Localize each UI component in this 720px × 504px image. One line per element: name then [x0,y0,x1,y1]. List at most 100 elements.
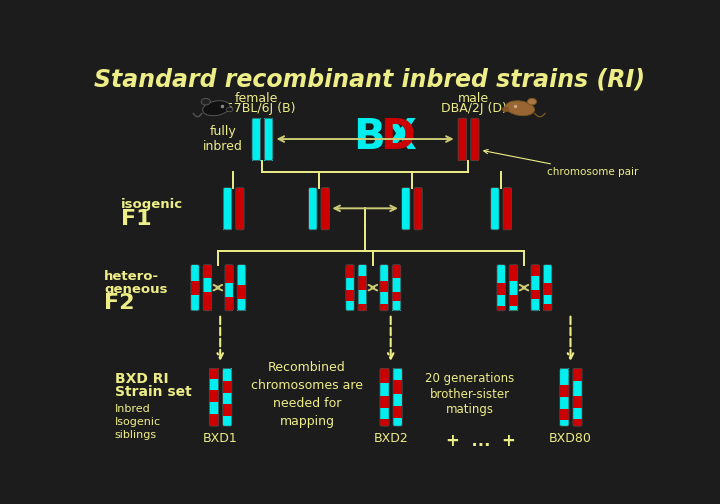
Text: isogenic: isogenic [121,198,183,211]
Bar [490,187,499,230]
Bar [380,368,389,383]
Ellipse shape [527,98,536,105]
Bar [346,278,354,290]
Bar [346,265,354,278]
Bar [471,118,479,161]
Text: male: male [458,92,489,105]
Text: geneous: geneous [104,283,168,296]
Bar [509,265,518,281]
Bar [559,385,569,397]
Text: brother-sister: brother-sister [430,388,510,401]
Bar [252,118,261,161]
Bar [203,292,212,311]
Bar [573,408,582,419]
Text: fully
inbred: fully inbred [203,125,243,153]
Bar [380,419,389,426]
Bar [503,187,512,230]
Bar [559,409,569,420]
Bar [559,397,569,409]
Ellipse shape [503,107,509,112]
Bar [393,395,402,406]
Bar [380,304,388,311]
Bar [380,292,388,304]
Bar [393,380,402,395]
Text: matings: matings [446,403,494,416]
Bar [222,381,232,393]
Bar [203,265,212,278]
Bar [573,396,582,408]
Bar [573,419,582,426]
Bar [380,383,389,396]
Bar [238,265,246,285]
Bar [531,276,539,290]
Bar [191,265,199,281]
Text: F1: F1 [121,209,152,229]
Bar [225,265,233,283]
Text: BXD1: BXD1 [203,432,238,446]
Bar [531,299,539,311]
Bar [573,368,582,381]
Bar [559,420,569,426]
Bar [225,283,233,297]
Bar [414,187,423,230]
Bar [210,413,219,426]
Bar [321,187,330,230]
Bar [392,278,401,292]
Bar [358,265,366,276]
Text: Recombined
chromosomes are
needed for
mapping: Recombined chromosomes are needed for ma… [251,361,363,428]
Bar [238,299,246,311]
Ellipse shape [226,107,233,112]
Text: chromosome pair: chromosome pair [484,150,639,177]
Bar [358,290,366,304]
Text: D: D [381,116,415,158]
Bar [509,281,518,294]
Text: BXD80: BXD80 [549,432,592,446]
Bar [222,404,232,416]
Bar [544,265,552,283]
Bar [380,265,388,281]
Text: +  ...  +: + ... + [446,432,516,451]
Bar [509,294,518,306]
Bar [393,418,402,426]
Bar [346,290,354,301]
Bar [210,379,219,391]
Bar [393,406,402,418]
Bar [531,265,539,276]
Bar [544,283,552,294]
Text: BX: BX [354,116,418,158]
Bar [573,381,582,396]
Text: Strain set: Strain set [114,386,192,399]
Bar [238,285,246,299]
Bar [544,304,552,311]
Text: F2: F2 [104,293,135,313]
Bar [346,301,354,311]
Bar [264,118,273,161]
Bar [392,301,401,311]
Bar [458,118,467,161]
Text: DBA/2J (D): DBA/2J (D) [441,102,507,115]
Bar [203,278,212,292]
Bar [544,294,552,304]
Ellipse shape [505,101,534,115]
Bar [392,292,401,301]
Bar [380,396,389,408]
Bar [235,187,244,230]
Bar [210,391,219,402]
Bar [559,368,569,385]
Bar [380,281,388,292]
Text: Inbred
Isogenic
siblings: Inbred Isogenic siblings [114,404,161,440]
Bar [222,416,232,426]
Ellipse shape [202,101,230,116]
Text: hetero-: hetero- [104,270,159,283]
Bar [509,306,518,311]
Ellipse shape [201,98,210,105]
Text: BXD2: BXD2 [374,432,408,446]
Text: C57BL/6J (B): C57BL/6J (B) [217,102,296,115]
Bar [191,281,199,294]
Text: 20 generations: 20 generations [425,372,514,386]
Bar [358,276,366,290]
Bar [191,294,199,311]
Bar [497,265,505,283]
Bar [402,187,410,230]
Bar [531,290,539,299]
